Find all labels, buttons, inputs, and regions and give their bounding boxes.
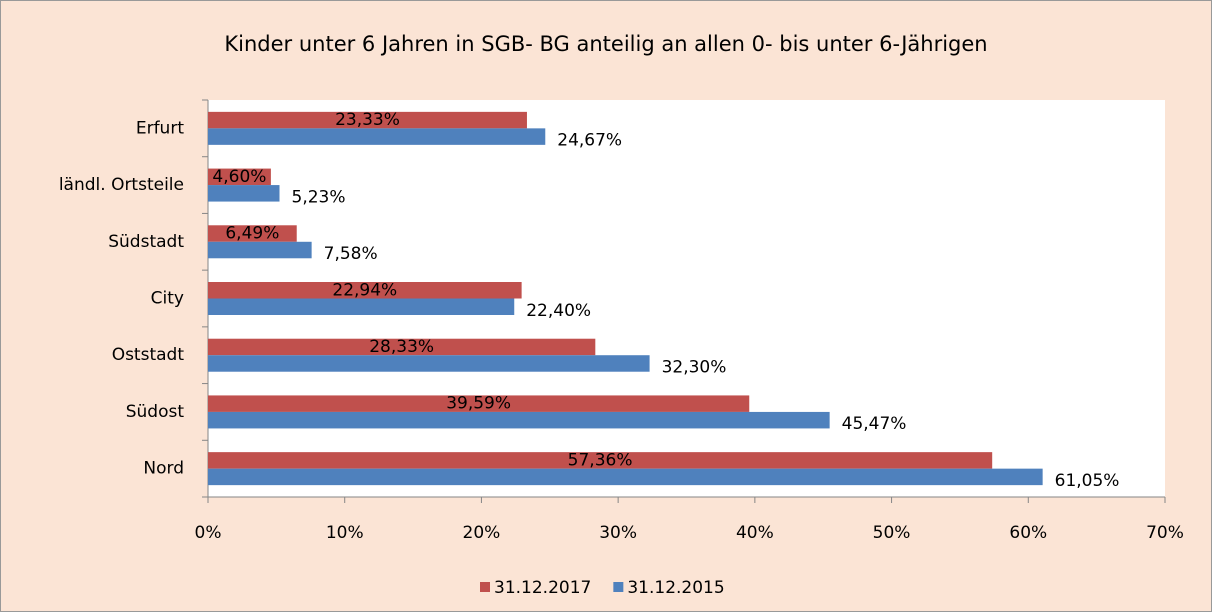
legend-swatch xyxy=(480,582,490,592)
bar xyxy=(208,168,271,186)
x-tick-label: 10% xyxy=(326,523,364,543)
x-tick-label: 50% xyxy=(873,523,911,543)
y-tick-label: Südost xyxy=(126,402,185,422)
x-tick-label: 70% xyxy=(1146,523,1184,543)
bar xyxy=(208,468,1043,486)
data-label: 22,40% xyxy=(526,301,591,321)
bar xyxy=(208,241,312,259)
bar xyxy=(208,282,522,299)
bar xyxy=(208,355,650,372)
bar xyxy=(208,185,280,202)
x-tick-label: 0% xyxy=(195,523,222,543)
bar xyxy=(208,111,527,129)
legend-label: 31.12.2015 xyxy=(627,578,724,598)
bar xyxy=(208,338,596,356)
legend-label: 31.12.2017 xyxy=(494,578,591,598)
data-label: 4,60% xyxy=(212,167,266,187)
x-tick-label: 60% xyxy=(1009,523,1047,543)
data-label: 7,58% xyxy=(324,244,378,264)
data-label: 39,59% xyxy=(446,394,511,414)
bar xyxy=(208,225,297,242)
data-label: 6,49% xyxy=(225,224,279,244)
data-label: 61,05% xyxy=(1055,471,1120,491)
y-tick-label: Nord xyxy=(143,459,184,479)
legend-swatch xyxy=(613,582,624,592)
chart-title: Kinder unter 6 Jahren in SGB- BG anteili… xyxy=(224,32,987,56)
bar xyxy=(208,395,750,412)
data-label: 28,33% xyxy=(369,337,434,357)
bar xyxy=(208,452,993,469)
data-label: 22,94% xyxy=(332,280,397,300)
y-tick-label: Oststadt xyxy=(112,345,185,365)
y-tick-label: City xyxy=(151,289,184,309)
y-tick-label: ländl. Ortsteile xyxy=(59,175,184,195)
bar xyxy=(208,298,515,315)
y-tick-label: Südstadt xyxy=(108,232,184,252)
x-tick-label: 20% xyxy=(463,523,501,543)
x-tick-label: 40% xyxy=(736,523,774,543)
data-label: 32,30% xyxy=(662,357,727,377)
bar xyxy=(208,411,830,429)
x-tick-label: 30% xyxy=(599,523,637,543)
data-label: 45,47% xyxy=(842,414,907,434)
y-tick-label: Erfurt xyxy=(136,118,184,138)
data-label: 23,33% xyxy=(335,110,400,130)
bar xyxy=(208,128,546,145)
data-label: 57,36% xyxy=(568,450,633,470)
data-label: 5,23% xyxy=(292,187,346,207)
data-label: 24,67% xyxy=(557,131,622,151)
